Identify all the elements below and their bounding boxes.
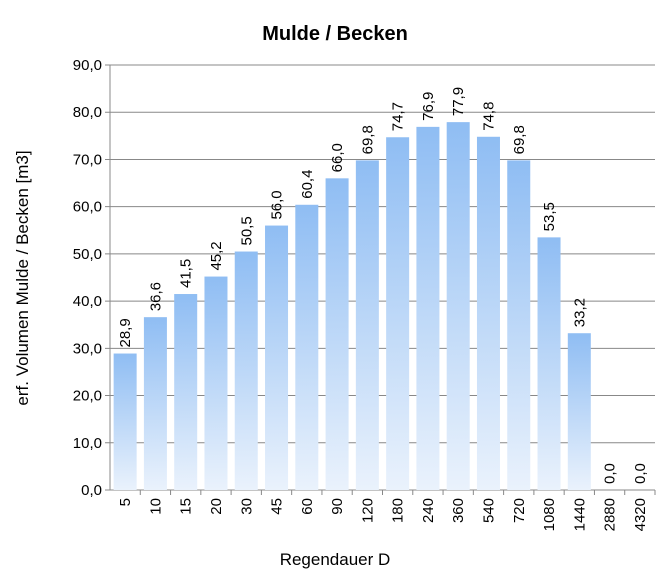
- value-label: 28,9: [117, 318, 134, 347]
- x-tick-label: 240: [420, 498, 437, 523]
- bar: [476, 136, 500, 490]
- y-tick-label: 80,0: [73, 104, 102, 121]
- x-tick-label: 90: [329, 498, 346, 515]
- x-tick-label: 4320: [632, 498, 649, 531]
- value-label: 33,2: [571, 298, 588, 327]
- x-tick-label: 360: [450, 498, 467, 523]
- value-label: 60,4: [299, 170, 316, 199]
- bar: [113, 353, 137, 490]
- x-tick-label: 20: [208, 498, 225, 515]
- value-label: 69,8: [359, 125, 376, 154]
- y-tick-label: 60,0: [73, 199, 102, 216]
- x-tick-label: 180: [390, 498, 407, 523]
- bar: [507, 160, 531, 490]
- bar: [355, 160, 379, 490]
- value-label: 56,0: [269, 190, 286, 219]
- x-tick-label: 45: [269, 498, 286, 515]
- bar: [265, 225, 289, 491]
- value-label: 69,8: [511, 125, 528, 154]
- bar: [174, 294, 198, 490]
- bar: [537, 237, 561, 490]
- y-tick-label: 10,0: [73, 435, 102, 452]
- value-label: 74,7: [390, 102, 407, 131]
- bar: [234, 251, 258, 490]
- y-tick-label: 20,0: [73, 388, 102, 405]
- value-label: 74,8: [480, 102, 497, 131]
- y-tick-label: 70,0: [73, 151, 102, 168]
- value-label: 50,5: [238, 216, 255, 245]
- x-tick-label: 1440: [571, 498, 588, 531]
- value-label: 41,5: [178, 259, 195, 288]
- x-tick-label: 540: [480, 498, 497, 523]
- bar: [143, 317, 167, 490]
- bar: [386, 137, 410, 490]
- y-axis-label: erf. Volumen Mulde / Becken [m3]: [13, 150, 32, 405]
- x-tick-label: 720: [511, 498, 528, 523]
- x-tick-label: 15: [178, 498, 195, 515]
- chart-title: Mulde / Becken: [262, 23, 408, 45]
- value-label: 45,2: [208, 241, 225, 270]
- value-label: 66,0: [329, 143, 346, 172]
- y-tick-label: 30,0: [73, 340, 102, 357]
- bar: [567, 333, 591, 490]
- x-tick-label: 60: [299, 498, 316, 515]
- x-tick-label: 120: [359, 498, 376, 523]
- bar: [446, 122, 470, 490]
- x-tick-label: 5: [117, 498, 134, 506]
- value-label: 77,9: [450, 87, 467, 116]
- x-tick-label: 1080: [541, 498, 558, 531]
- y-tick-label: 90,0: [73, 57, 102, 74]
- bar: [416, 126, 440, 490]
- value-label: 0,0: [632, 463, 649, 484]
- x-tick-label: 10: [147, 498, 164, 515]
- bar: [325, 178, 349, 491]
- x-tick-label: 2880: [602, 498, 619, 531]
- x-tick-label: 30: [238, 498, 255, 515]
- value-label: 53,5: [541, 202, 558, 231]
- value-label: 36,6: [147, 282, 164, 311]
- y-tick-label: 0,0: [81, 482, 102, 499]
- value-label: 76,9: [420, 92, 437, 121]
- value-label: 0,0: [602, 463, 619, 484]
- bar: [295, 204, 319, 490]
- y-tick-label: 50,0: [73, 246, 102, 263]
- x-axis-label: Regendauer D: [280, 550, 391, 569]
- y-tick-label: 40,0: [73, 293, 102, 310]
- bar: [204, 276, 228, 490]
